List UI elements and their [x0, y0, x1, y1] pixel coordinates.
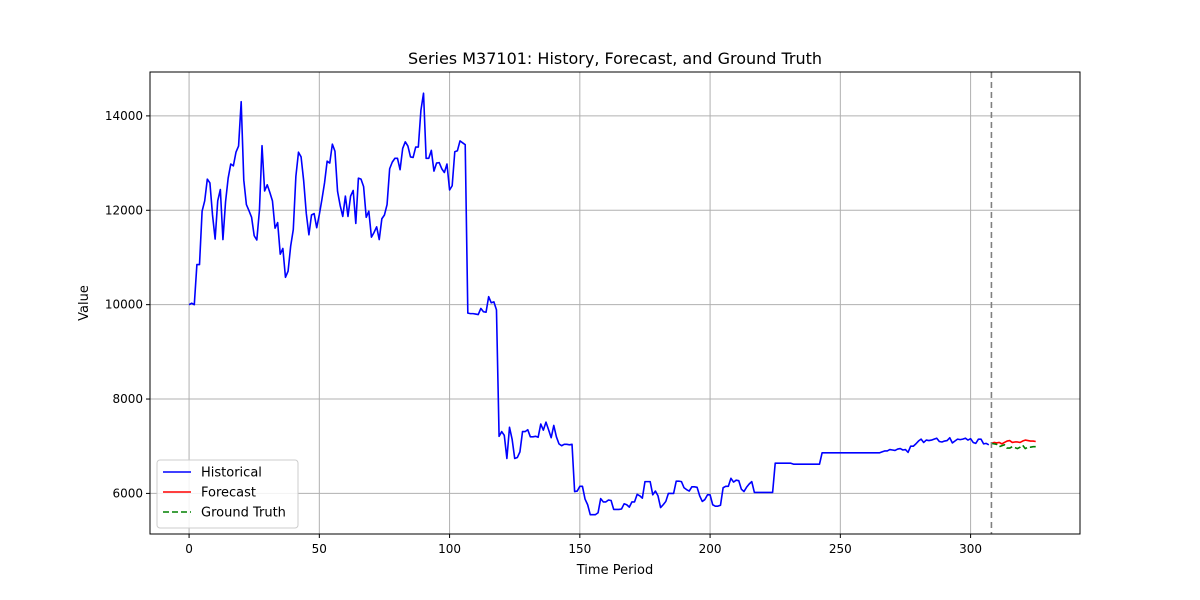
legend-label: Ground Truth [201, 506, 286, 521]
legend-label: Forecast [201, 486, 256, 501]
x-tick-label: 50 [312, 542, 327, 556]
y-tick-label: 12000 [105, 203, 143, 217]
legend-box [156, 459, 299, 529]
grid [150, 72, 1080, 534]
series-lines [188, 72, 1036, 534]
x-axis-label: Time Period [576, 563, 653, 578]
plot-area-frame [149, 71, 1081, 535]
series-line-forecast [991, 439, 1036, 445]
x-tick-label: 300 [959, 542, 982, 556]
legend: Historical Forecast Ground Truth [156, 459, 299, 529]
y-tick-label: 14000 [105, 109, 143, 123]
y-tick-label: 10000 [105, 298, 143, 312]
y-axis-label: Value [77, 285, 92, 321]
chart-title: Series M37101: History, Forecast, and Gr… [408, 49, 822, 68]
x-tick-label: 200 [699, 542, 722, 556]
x-tick-label: 0 [185, 542, 193, 556]
x-tick-label: 150 [568, 542, 591, 556]
legend-label: Historical [201, 466, 262, 481]
y-tick-label: 6000 [112, 486, 143, 500]
y-tick-label: 8000 [112, 392, 143, 406]
x-tick-label: 100 [438, 542, 461, 556]
series-line-historical [188, 92, 990, 516]
x-tick-label: 250 [829, 542, 852, 556]
axis-ticks: 0 50 100 150 200 250 300 6000 8000 10000 12000 1400… [105, 109, 982, 556]
